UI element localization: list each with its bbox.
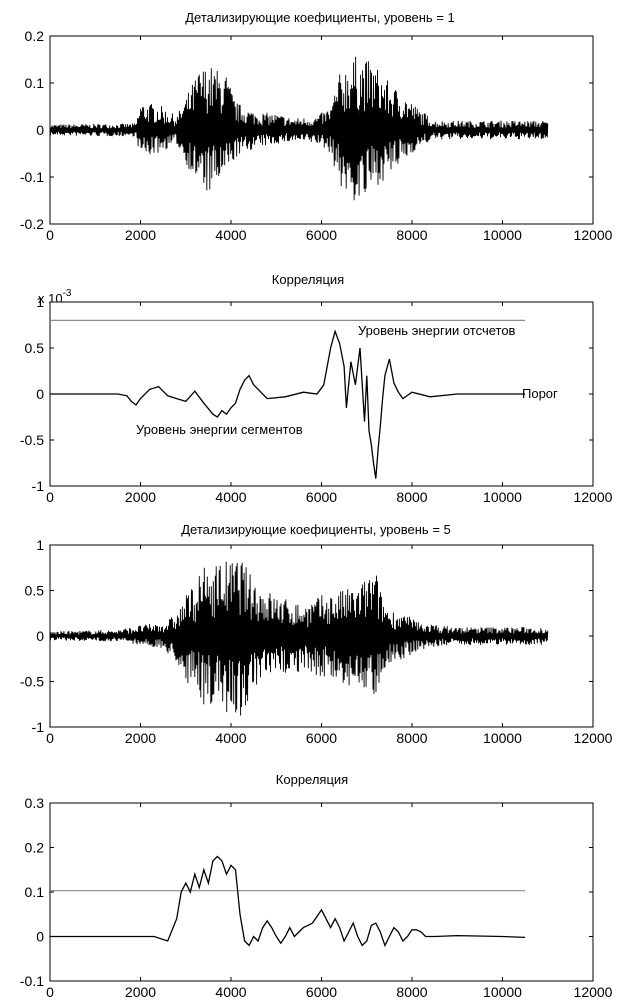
annotation-upper-line: Уровень энергии отсчетов — [358, 323, 516, 338]
y-tick-label: 0.5 — [25, 583, 45, 599]
x-tick-label: 10000 — [483, 984, 522, 1000]
panel-detail-level-1: Детализирующие коефициенты, уровень = 1 … — [20, 10, 613, 243]
y-tick-label: 1 — [36, 537, 44, 553]
x-tick-label: 10000 — [483, 489, 522, 505]
series — [49, 56, 549, 201]
correlation-line — [50, 855, 526, 948]
x-tick-label: 2000 — [125, 730, 156, 746]
plot-area — [49, 802, 594, 982]
x-tick-label: 0 — [46, 227, 54, 243]
panel-correlation-2: Корреляция 0 2000 4000 6000 8000 10000 12000 0.… — [20, 772, 613, 1000]
x-tick-label: 8000 — [396, 730, 427, 746]
y-tick-label: -0.1 — [20, 169, 44, 185]
y-tick-label: 0.1 — [25, 884, 45, 900]
y-tick-label: 0 — [36, 628, 44, 644]
chart-title: Детализирующие коефициенты, уровень = 1 — [185, 10, 455, 25]
axis-ticks: 0 2000 4000 6000 8000 10000 12000 1 0.5 0 -0.5 -1 — [20, 537, 613, 746]
y-tick-label: 0.2 — [25, 28, 45, 44]
correlation-line — [50, 329, 526, 479]
x-tick-label: 4000 — [215, 984, 246, 1000]
x-tick-label: 8000 — [396, 489, 427, 505]
waveform-line — [49, 561, 549, 716]
x-tick-label: 10000 — [483, 227, 522, 243]
y-tick-label: 0.2 — [25, 840, 45, 856]
panel-correlation-1: Корреляция x 10-3 0 2000 4000 6000 8000 10000… — [20, 272, 613, 505]
x-tick-label: 12000 — [574, 227, 613, 243]
y-tick-label: -1 — [32, 719, 45, 735]
x-tick-label: 0 — [46, 489, 54, 505]
y-tick-label: 0 — [36, 386, 44, 402]
panel-detail-level-5: Детализирующие коефициенты, уровень = 5 … — [20, 522, 613, 746]
x-tick-label: 6000 — [306, 984, 337, 1000]
y-tick-label: -0.5 — [20, 674, 44, 690]
x-tick-label: 4000 — [215, 489, 246, 505]
y-tick-label: 0.1 — [25, 75, 45, 91]
annotation-zero-line: Порог — [522, 386, 558, 401]
x-tick-label: 4000 — [215, 730, 246, 746]
waveform-line — [49, 56, 549, 201]
axis-ticks: 0 2000 4000 6000 8000 10000 120000.30.20.10-0.… — [20, 795, 613, 1000]
x-tick-label: 2000 — [125, 227, 156, 243]
x-tick-label: 8000 — [396, 227, 427, 243]
chart-title: Корреляция — [276, 772, 348, 787]
x-tick-label: 8000 — [396, 984, 427, 1000]
x-tick-label: 12000 — [574, 489, 613, 505]
x-tick-label: 6000 — [306, 489, 337, 505]
axis-ticks: 0 2000 4000 6000 8000 10000 12000 1 0.5 0 -0.5 -1 — [20, 294, 613, 505]
y-tick-label: -0.5 — [20, 432, 44, 448]
x-tick-label: 10000 — [483, 730, 522, 746]
chart-title: Корреляция — [272, 272, 344, 287]
y-tick-label: -0.2 — [20, 216, 44, 232]
y-tick-label: -0.1 — [20, 973, 44, 989]
y-tick-label: -1 — [32, 478, 45, 494]
x-tick-label: 2000 — [125, 984, 156, 1000]
x-tick-label: 12000 — [574, 984, 613, 1000]
y-tick-label: 0.5 — [25, 340, 45, 356]
axis-ticks: 0 2000 4000 6000 8000 10000 12000 0.2 0.1 0 -0.1 -0… — [20, 28, 613, 243]
x-tick-label: 2000 — [125, 489, 156, 505]
series — [49, 561, 549, 716]
series — [50, 855, 526, 948]
x-tick-label: 12000 — [574, 730, 613, 746]
x-tick-label: 4000 — [215, 227, 246, 243]
series — [50, 319, 526, 479]
x-tick-label: 6000 — [306, 730, 337, 746]
y-tick-label: 0.3 — [25, 795, 45, 811]
x-tick-label: 0 — [46, 984, 54, 1000]
y-tick-label: 0 — [36, 929, 44, 945]
x-tick-label: 0 — [46, 730, 54, 746]
chart-title: Детализирующие коефициенты, уровень = 5 — [181, 522, 451, 537]
annotation-signal: Уровень энергии сегментов — [136, 422, 303, 437]
x-tick-label: 6000 — [306, 227, 337, 243]
y-tick-label: 0 — [36, 122, 44, 138]
y-tick-label: 1 — [36, 294, 44, 310]
